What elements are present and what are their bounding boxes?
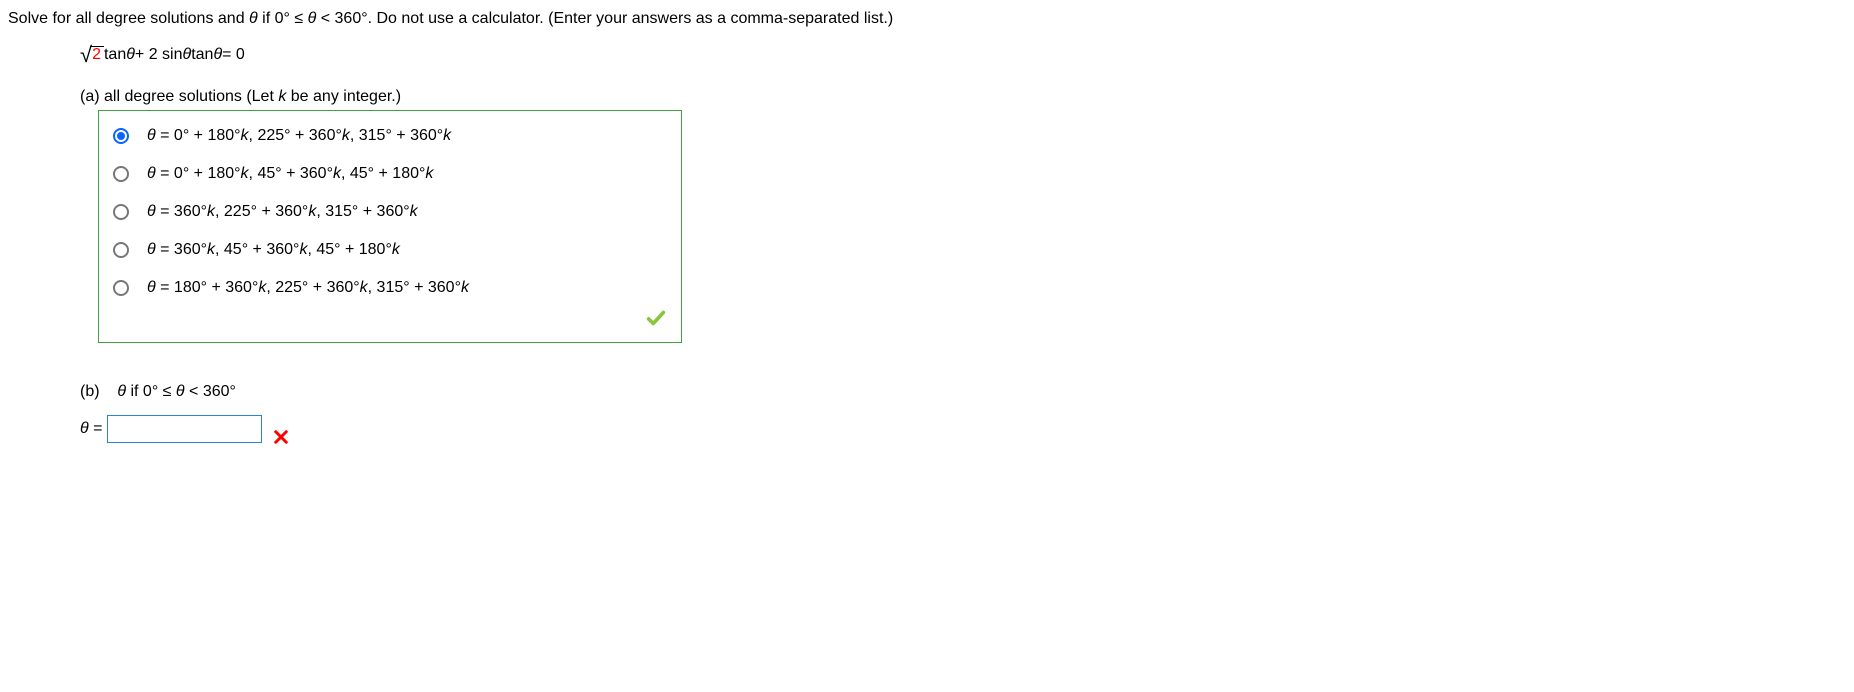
- option-text: θ = 0° + 180°k, 45° + 360°k, 45° + 180°k: [147, 165, 433, 183]
- option-row[interactable]: θ = 360°k, 45° + 360°k, 45° + 180°k: [99, 231, 681, 269]
- sqrt-argument: 2: [90, 46, 104, 63]
- eq-end: = 0: [222, 46, 245, 64]
- radio-button[interactable]: [113, 242, 129, 258]
- equation: √ 2 tan θ + 2 sin θ tan θ = 0: [80, 44, 1846, 66]
- answer-input[interactable]: [107, 415, 262, 443]
- question-prompt: Solve for all degree solutions and θ if …: [8, 8, 1846, 30]
- radio-button[interactable]: [113, 128, 129, 144]
- option-text: θ = 0° + 180°k, 225° + 360°k, 315° + 360…: [147, 127, 451, 145]
- eq-mid2: tan: [191, 46, 213, 64]
- cross-icon: [272, 428, 290, 451]
- pa-post: be any integer.): [286, 88, 401, 105]
- sqrt-expression: √ 2: [80, 44, 104, 66]
- option-row[interactable]: θ = 360°k, 225° + 360°k, 315° + 360°k: [99, 193, 681, 231]
- pb-text-theta2: θ: [176, 383, 185, 400]
- eq-th1: θ: [126, 46, 135, 64]
- eq-mid: + 2 sin: [135, 46, 183, 64]
- prompt-after: < 360°. Do not use a calculator. (Enter …: [316, 10, 893, 27]
- check-wrap: [99, 307, 681, 338]
- option-text: θ = 360°k, 45° + 360°k, 45° + 180°k: [147, 241, 400, 259]
- radio-button[interactable]: [113, 204, 129, 220]
- option-text: θ = 360°k, 225° + 360°k, 315° + 360°k: [147, 203, 418, 221]
- eq-th3: θ: [213, 46, 222, 64]
- part-a-label: (a) all degree solutions (Let k be any i…: [80, 88, 1846, 106]
- pb-label: (b): [80, 383, 100, 400]
- eq-th2: θ: [183, 46, 192, 64]
- options-box: θ = 0° + 180°k, 225° + 360°k, 315° + 360…: [98, 110, 682, 343]
- answer-line: θ =: [80, 415, 1846, 443]
- eq-part1: tan: [104, 46, 126, 64]
- option-row[interactable]: θ = 0° + 180°k, 225° + 360°k, 315° + 360…: [99, 117, 681, 155]
- check-icon: [645, 316, 667, 333]
- option-row[interactable]: θ = 180° + 360°k, 225° + 360°k, 315° + 3…: [99, 269, 681, 307]
- radio-button[interactable]: [113, 166, 129, 182]
- pb-text-theta: θ: [117, 383, 126, 400]
- option-row[interactable]: θ = 0° + 180°k, 45° + 360°k, 45° + 180°k: [99, 155, 681, 193]
- answer-theta: θ: [80, 420, 89, 438]
- radio-button[interactable]: [113, 280, 129, 296]
- pa-pre: (a) all degree solutions (Let: [80, 88, 278, 105]
- prompt-pre: Solve for all degree solutions and: [8, 10, 249, 27]
- prompt-theta2: θ: [308, 10, 317, 27]
- prompt-mid: if 0° ≤: [258, 10, 308, 27]
- prompt-theta1: θ: [249, 10, 258, 27]
- part-b-label: (b) θ if 0° ≤ θ < 360°: [80, 383, 1846, 401]
- option-text: θ = 180° + 360°k, 225° + 360°k, 315° + 3…: [147, 279, 469, 297]
